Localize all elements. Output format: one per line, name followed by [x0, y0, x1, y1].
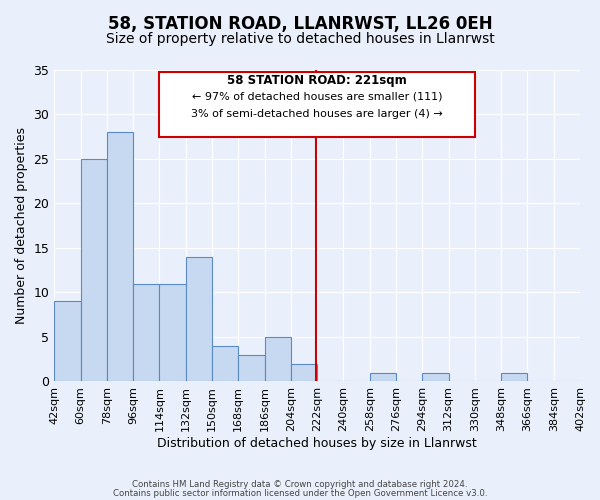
Bar	[501, 372, 527, 382]
Bar	[238, 355, 265, 382]
X-axis label: Distribution of detached houses by size in Llanrwst: Distribution of detached houses by size …	[157, 437, 477, 450]
Bar	[370, 372, 396, 382]
Bar	[107, 132, 133, 382]
Text: Contains public sector information licensed under the Open Government Licence v3: Contains public sector information licen…	[113, 488, 487, 498]
Text: Contains HM Land Registry data © Crown copyright and database right 2024.: Contains HM Land Registry data © Crown c…	[132, 480, 468, 489]
Text: ← 97% of detached houses are smaller (111): ← 97% of detached houses are smaller (11…	[192, 92, 442, 102]
Bar	[80, 159, 107, 382]
Bar	[291, 364, 317, 382]
Bar	[186, 257, 212, 382]
Bar	[212, 346, 238, 382]
Text: 58, STATION ROAD, LLANRWST, LL26 0EH: 58, STATION ROAD, LLANRWST, LL26 0EH	[107, 15, 493, 33]
Y-axis label: Number of detached properties: Number of detached properties	[15, 127, 28, 324]
Bar	[265, 337, 291, 382]
Text: 58 STATION ROAD: 221sqm: 58 STATION ROAD: 221sqm	[227, 74, 407, 88]
Bar	[160, 284, 186, 382]
Text: 3% of semi-detached houses are larger (4) →: 3% of semi-detached houses are larger (4…	[191, 108, 443, 118]
Bar	[54, 302, 80, 382]
Text: Size of property relative to detached houses in Llanrwst: Size of property relative to detached ho…	[106, 32, 494, 46]
Bar	[422, 372, 449, 382]
Bar	[133, 284, 160, 382]
FancyBboxPatch shape	[160, 72, 475, 136]
